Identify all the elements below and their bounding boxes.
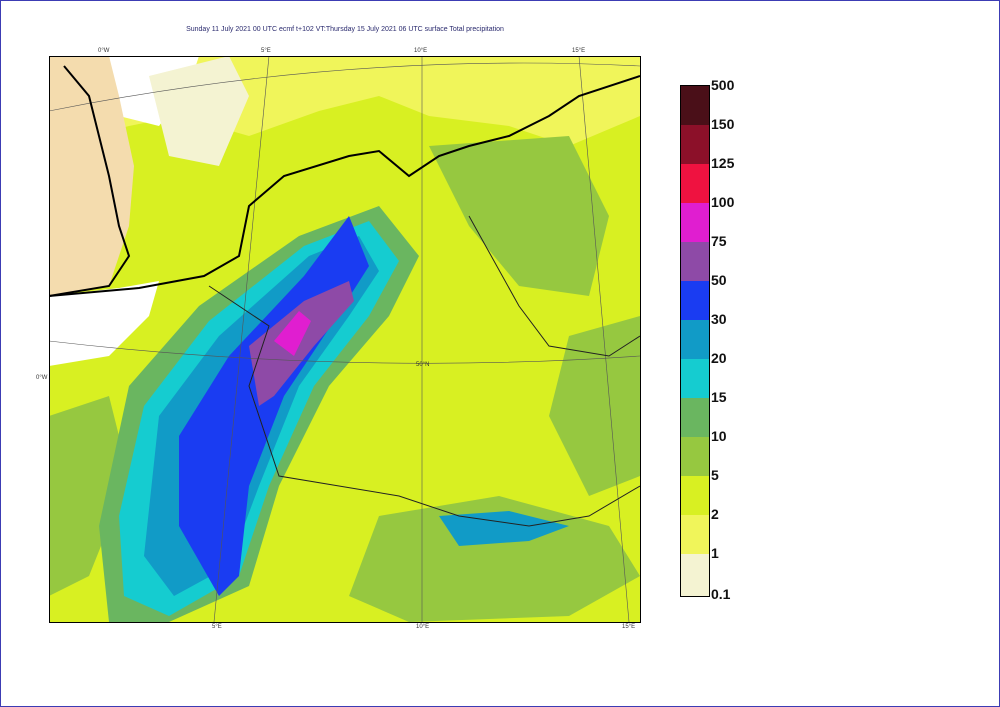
lon-label-top-10: 10°E <box>414 48 428 54</box>
legend-label-10: 10 <box>711 428 727 444</box>
lon-label-top-0: 0°W <box>98 48 110 54</box>
legend-label-20: 20 <box>711 350 727 366</box>
map-title: Sunday 11 July 2021 00 UTC ecmf t+102 VT… <box>186 26 504 33</box>
legend-label-2: 2 <box>711 506 719 522</box>
legend-label-5: 5 <box>711 467 719 483</box>
legend-swatch-8 <box>681 398 709 437</box>
rain-band-75 <box>274 311 311 356</box>
legend-swatch-9 <box>681 437 709 476</box>
green-patches <box>429 136 609 296</box>
color-legend <box>680 85 710 597</box>
legend-swatch-0 <box>681 86 709 125</box>
legend-label-150: 150 <box>711 116 735 132</box>
precipitation-map <box>49 56 640 622</box>
legend-label-500: 500 <box>711 77 735 93</box>
lon-label-top-5: 5°E <box>261 48 271 54</box>
legend-label-75: 75 <box>711 233 727 249</box>
lon-label-bottom-5: 5°E <box>212 624 222 630</box>
lon-label-left: 0°W <box>36 375 48 381</box>
legend-label-15: 15 <box>711 389 727 405</box>
legend-swatch-2 <box>681 164 709 203</box>
lon-label-bottom-15: 15°E <box>622 624 636 630</box>
legend-swatch-3 <box>681 203 709 242</box>
legend-swatch-10 <box>681 476 709 515</box>
coastlines <box>49 65 640 297</box>
lat-label: 50°N <box>416 362 430 368</box>
legend-label-125: 125 <box>711 155 735 171</box>
lon-label-top-15: 15°E <box>572 48 586 54</box>
uk-land <box>49 56 134 296</box>
legend-swatch-5 <box>681 281 709 320</box>
legend-label-30: 30 <box>711 311 727 327</box>
channel-white <box>49 281 159 366</box>
east-green <box>549 316 640 496</box>
legend-swatch-12 <box>681 554 709 596</box>
legend-label-50: 50 <box>711 272 727 288</box>
southwest-green <box>49 396 129 596</box>
legend-swatch-11 <box>681 515 709 554</box>
borders <box>208 215 640 527</box>
legend-swatch-7 <box>681 359 709 398</box>
legend-label-100: 100 <box>711 194 735 210</box>
rain-band-50 <box>249 281 354 406</box>
lon-label-bottom-10: 10°E <box>416 624 430 630</box>
alpine-rain <box>439 511 569 546</box>
legend-label-0-1: 0.1 <box>711 586 731 602</box>
graticule <box>49 56 640 622</box>
legend-swatch-1 <box>681 125 709 164</box>
legend-label-1: 1 <box>711 545 719 561</box>
sea-white-area <box>149 56 249 166</box>
legend-swatch-4 <box>681 242 709 281</box>
legend-swatch-6 <box>681 320 709 359</box>
